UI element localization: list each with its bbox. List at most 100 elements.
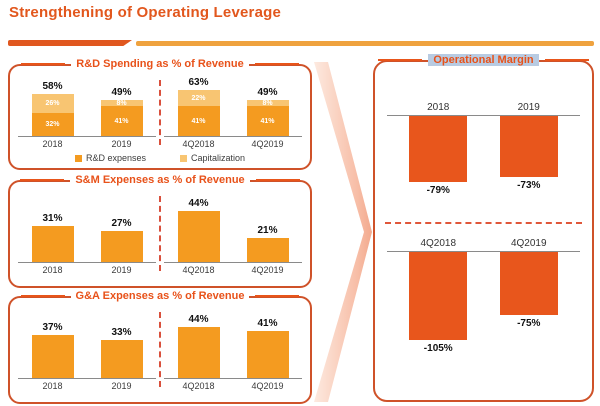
total-label: 21% <box>257 225 278 236</box>
bar-column: 49% 8% 41% <box>245 87 291 136</box>
bar-column: -75% <box>499 252 558 329</box>
horizontal-dashed-divider <box>385 222 582 224</box>
legend-swatch <box>74 154 82 162</box>
value-label: -79% <box>426 185 450 196</box>
header-line-left <box>21 63 66 65</box>
value-label: -75% <box>517 318 541 329</box>
total-label: 41% <box>257 318 278 329</box>
capitalization-segment: 22% <box>177 90 220 106</box>
x-label: 4Q2018 <box>182 139 215 149</box>
total-label: 49% <box>111 87 132 98</box>
x-label: 4Q2019 <box>251 265 284 275</box>
bar-column: 44% <box>176 198 222 262</box>
x-label: 2018 <box>42 139 63 149</box>
x-label: 2018 <box>427 102 450 113</box>
rd-chart-row: 58% 26% 32% 49% 8% 41% 2018 2019 63% 22% 41% 49% 8%… <box>10 66 310 149</box>
x-axis-labels: 4Q2018 4Q2019 <box>385 238 582 251</box>
bars-row: -105% -75% <box>385 252 582 354</box>
bar-4Q2018 <box>177 327 220 378</box>
total-label: 44% <box>188 198 209 209</box>
bar-column: 44% <box>176 314 222 378</box>
bar-2019 <box>100 231 143 262</box>
x-label: 2019 <box>111 381 132 391</box>
right-arrow-shape <box>314 62 372 402</box>
x-label: 4Q2018 <box>420 238 457 249</box>
bar-2018 <box>31 226 74 262</box>
total-label: 37% <box>42 322 63 333</box>
x-label: 2018 <box>42 265 63 275</box>
om-yearly-chart: 2018 2019 -79% -73% <box>385 102 582 196</box>
bar-column: 58% 26% 32% <box>30 81 76 136</box>
bars-row: -79% -73% <box>385 116 582 196</box>
rd-expenses-segment: 41% <box>100 106 143 136</box>
x-axis-labels: 4Q2018 4Q2019 <box>164 137 302 149</box>
bar-column: 41% <box>245 318 291 378</box>
rd-expenses-segment: 32% <box>31 113 74 136</box>
bar-4Q2018 <box>409 252 468 340</box>
capitalization-segment: 8% <box>100 100 143 107</box>
axis-line <box>387 115 580 116</box>
ga-yearly-chart: 37% 33% 2018 2019 <box>18 310 156 391</box>
rd-yearly-chart: 58% 26% 32% 49% 8% 41% 2018 2019 <box>18 78 156 149</box>
ga-quarterly-chart: 44% 41% 4Q2018 4Q2019 <box>164 310 302 391</box>
bar-column: -79% <box>409 116 468 196</box>
x-label: 4Q2019 <box>251 139 284 149</box>
legend-item: Capitalization <box>180 153 245 163</box>
rd-expenses-segment: 41% <box>177 106 220 136</box>
bar-column: 21% <box>245 225 291 262</box>
total-label: 49% <box>257 87 278 98</box>
title-divider-dark-segment <box>8 40 132 46</box>
ga-chart-row: 37% 33% 2018 2019 44% 41% 4Q2018 4Q2019 <box>10 298 310 391</box>
bar-column: 33% <box>99 327 145 378</box>
total-label: 27% <box>111 218 132 229</box>
legend-item: R&D expenses <box>74 153 146 163</box>
legend-label: Capitalization <box>191 153 246 163</box>
total-label: 58% <box>42 81 63 92</box>
total-label: 44% <box>188 314 209 325</box>
x-label: 4Q2019 <box>251 381 284 391</box>
title-divider-light-segment <box>136 41 594 46</box>
bars-row: 63% 22% 41% 49% 8% 41% <box>164 77 302 137</box>
bar-column: -73% <box>499 116 558 191</box>
om-panel-title: Operational Margin <box>428 54 539 66</box>
capitalization-segment: 8% <box>246 100 289 107</box>
bar-column: 49% 8% 41% <box>99 87 145 136</box>
vertical-dashed-divider <box>159 80 161 145</box>
legend-label: R&D expenses <box>85 153 146 163</box>
rd-legend: R&D expenses Capitalization <box>10 153 310 163</box>
x-axis-labels: 2018 2019 <box>18 263 156 275</box>
bar-column: 27% <box>99 218 145 262</box>
x-axis-labels: 2018 2019 <box>18 137 156 149</box>
sm-panel-title: S&M Expenses as % of Revenue <box>70 174 250 186</box>
x-axis-labels: 4Q2018 4Q2019 <box>164 379 302 391</box>
x-label: 2019 <box>517 102 540 113</box>
header-line-right <box>255 179 300 181</box>
rd-panel-header: R&D Spending as % of Revenue <box>10 58 310 70</box>
bars-row: 37% 33% <box>18 310 156 379</box>
bar-2018 <box>31 335 74 378</box>
om-panel-header: Operational Margin <box>375 54 592 66</box>
total-label: 33% <box>111 327 132 338</box>
bar-2018 <box>409 116 468 182</box>
rd-expenses-segment: 41% <box>246 106 289 136</box>
rd-spending-panel: R&D Spending as % of Revenue 58% 26% 32% 49… <box>8 58 312 170</box>
bar-column: 31% <box>30 213 76 262</box>
bars-row: 44% 21% <box>164 194 302 263</box>
x-axis-labels: 4Q2018 4Q2019 <box>164 263 302 275</box>
rd-quarterly-chart: 63% 22% 41% 49% 8% 41% 4Q2018 4Q2019 <box>164 77 302 149</box>
header-line-left <box>378 59 423 61</box>
vertical-dashed-divider <box>159 196 161 271</box>
bars-row: 58% 26% 32% 49% 8% 41% <box>18 78 156 137</box>
x-label: 2018 <box>42 381 63 391</box>
bar-2019 <box>499 116 558 177</box>
total-label: 31% <box>42 213 63 224</box>
ga-expenses-panel: G&A Expenses as % of Revenue 37% 33% 2018 2… <box>8 290 312 404</box>
bar-column: 63% 22% 41% <box>176 77 222 136</box>
sm-panel-header: S&M Expenses as % of Revenue <box>10 174 310 186</box>
x-axis-labels: 2018 2019 <box>18 379 156 391</box>
header-line-right <box>254 63 299 65</box>
legend-swatch <box>180 154 187 162</box>
om-quarterly-chart: 4Q2018 4Q2019 -105% -75% <box>385 238 582 354</box>
bar-4Q2019 <box>246 331 289 378</box>
